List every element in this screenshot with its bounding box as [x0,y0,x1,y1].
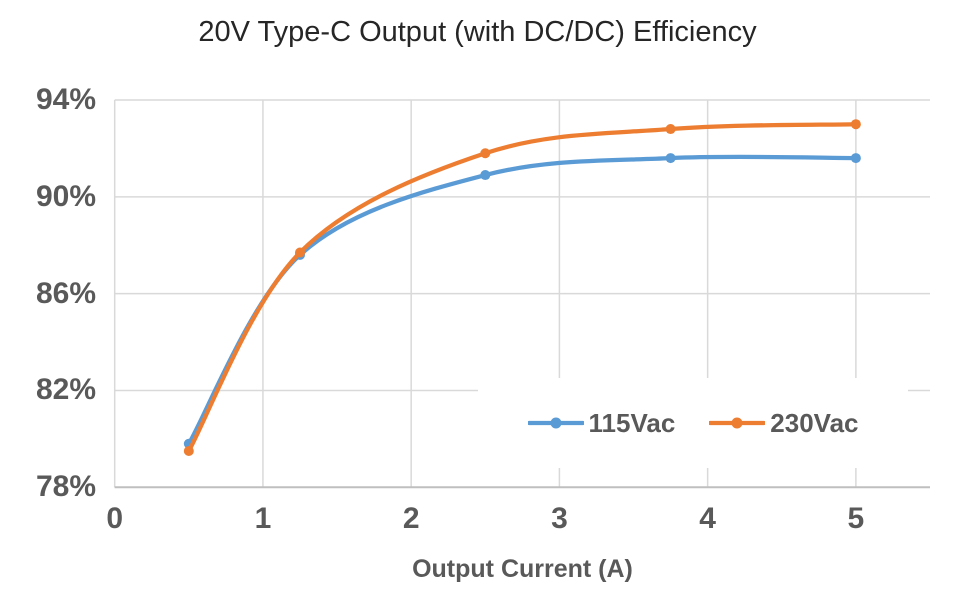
y-tick-label: 78% [35,470,96,504]
x-tick-label: 2 [402,502,420,535]
data-point-marker-115Vac [665,153,676,164]
data-point-marker-230Vac [850,119,861,130]
data-point-marker-230Vac [183,445,194,456]
x-tick-label: 3 [551,502,568,535]
chart-title: 20V Type-C Output (with DC/DC) Efficienc… [198,16,757,48]
x-tick-label: 1 [254,502,272,535]
legend-item-115Vac: 115Vac [527,407,676,439]
data-point-marker-230Vac [294,247,305,258]
legend-item-230Vac: 230Vac [709,407,859,439]
y-tick-label: 82% [35,373,96,407]
data-point-marker-230Vac [480,148,491,159]
legend-line-marker-icon [527,417,584,429]
series-line-230Vac [186,122,859,454]
y-tick-label: 86% [35,276,96,310]
y-tick-label: 94% [35,83,96,116]
y-tick-label: 90% [35,179,96,213]
legend: 115Vac 230Vac [478,378,908,468]
x-axis-title: Output Current (A) [412,555,633,583]
legend-line-marker-icon [709,417,766,429]
x-tick-label: 0 [106,502,124,535]
legend-label: 230Vac [770,407,859,438]
legend-label: 115Vac [588,407,676,438]
data-point-marker-230Vac [665,124,676,135]
data-point-marker-115Vac [850,153,861,164]
data-point-marker-115Vac [480,170,491,181]
x-tick-label: 4 [699,502,716,535]
x-tick-label: 5 [847,502,865,535]
